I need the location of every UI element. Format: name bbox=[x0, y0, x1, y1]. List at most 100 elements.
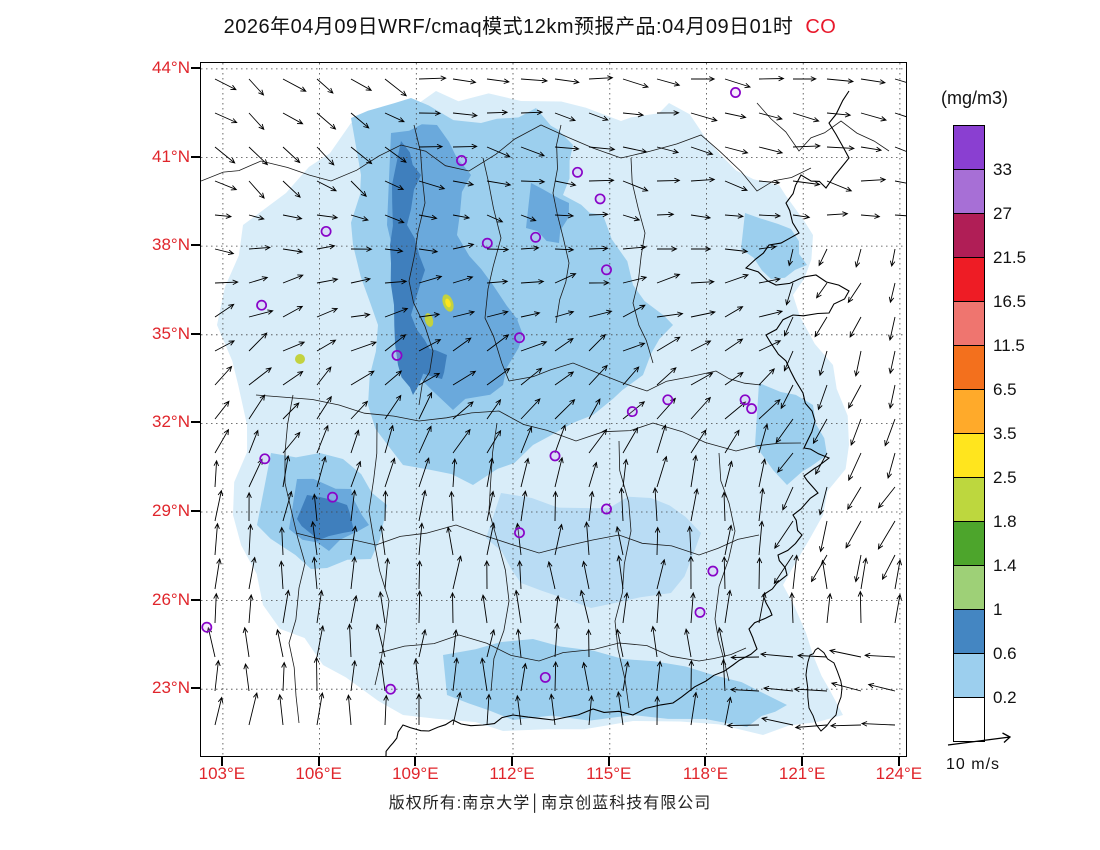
station-marker bbox=[201, 621, 213, 633]
colorbar-segment bbox=[953, 697, 985, 742]
title-text: 2026年04月09日WRF/cmaq模式12km预报产品:04月09日01时 bbox=[223, 16, 794, 38]
colorbar-segment bbox=[953, 169, 985, 214]
lon-axis-tick bbox=[897, 757, 900, 766]
co-field-layer bbox=[217, 91, 849, 735]
colorbar-units-label: (mg/m3) bbox=[941, 88, 1008, 108]
station-marker bbox=[530, 231, 542, 243]
colorbar-tick-label: 3.5 bbox=[993, 424, 1017, 443]
lat-axis-tick bbox=[191, 66, 200, 69]
lat-axis-tick bbox=[191, 421, 200, 424]
colorbar-segment bbox=[953, 301, 985, 346]
colorbar-tick-label: 27 bbox=[993, 204, 1012, 223]
colorbar-tick-label: 0.2 bbox=[993, 688, 1017, 707]
lon-axis-tick bbox=[801, 757, 804, 766]
lon-axis-tick bbox=[414, 757, 417, 766]
lat-axis-label: 29°N bbox=[152, 501, 190, 520]
station-marker bbox=[259, 453, 271, 465]
station-marker bbox=[662, 394, 674, 406]
lon-axis-tick bbox=[317, 757, 320, 766]
lat-axis-tick bbox=[191, 332, 200, 335]
station-marker bbox=[746, 403, 758, 415]
station-marker bbox=[327, 491, 338, 503]
station-marker bbox=[256, 299, 268, 311]
colorbar-tick-label: 16.5 bbox=[993, 292, 1027, 311]
colorbar-segment bbox=[953, 125, 985, 170]
colorbar-segment bbox=[953, 433, 985, 478]
station-marker bbox=[730, 87, 741, 98]
station-marker bbox=[539, 671, 551, 683]
station-marker bbox=[391, 349, 403, 361]
lon-axis-label: 109°E bbox=[392, 764, 439, 783]
station-marker bbox=[320, 225, 332, 237]
lon-axis-tick bbox=[511, 757, 514, 766]
colorbar-segment bbox=[953, 257, 985, 302]
wind-reference-arrow-icon bbox=[947, 732, 1012, 746]
lat-axis-tick bbox=[191, 155, 200, 158]
colorbar-tick-label: 1.8 bbox=[993, 512, 1017, 531]
colorbar-segment bbox=[953, 389, 985, 434]
lon-axis-tick bbox=[607, 757, 610, 766]
station-marker bbox=[385, 683, 396, 695]
colorbar-tick-label: 33 bbox=[993, 160, 1012, 179]
copyright-text: 版权所有:南京大学│南京创蓝科技有限公司 bbox=[388, 795, 712, 812]
colorbar-tick-label: 11.5 bbox=[993, 336, 1025, 355]
colorbar-tick-label: 21.5 bbox=[993, 248, 1027, 267]
lat-axis-tick bbox=[191, 687, 200, 690]
lat-axis-label: 26°N bbox=[152, 589, 190, 609]
lat-axis-tick bbox=[191, 244, 200, 247]
colorbar-segment bbox=[953, 653, 985, 698]
station-marker bbox=[481, 237, 493, 249]
wind-reference-label: 10 m/s bbox=[946, 756, 1001, 773]
lat-axis-label: 44°N bbox=[152, 57, 190, 77]
lat-axis-label: 23°N bbox=[152, 678, 190, 698]
station-marker bbox=[549, 450, 561, 462]
colorbar-tick-label: 6.5 bbox=[993, 380, 1017, 399]
station-marker bbox=[694, 606, 706, 618]
page-title: 2026年04月09日WRF/cmaq模式12km预报产品:04月09日01时 C… bbox=[0, 10, 1060, 39]
map-canvas bbox=[201, 63, 906, 756]
station-marker bbox=[739, 394, 751, 406]
station-marker bbox=[594, 193, 606, 205]
lon-axis-label: 124°E bbox=[875, 764, 923, 783]
station-marker bbox=[601, 264, 612, 276]
station-marker bbox=[456, 155, 467, 166]
station-marker bbox=[626, 406, 638, 418]
colorbar-tick-label: 1 bbox=[993, 600, 1003, 619]
station-marker bbox=[601, 503, 612, 515]
lon-axis-tick bbox=[704, 757, 707, 766]
colorbar-tick-label: 2.5 bbox=[993, 468, 1017, 487]
lat-axis-label: 35°N bbox=[152, 323, 190, 343]
colorbar-segment bbox=[953, 477, 985, 522]
wind-reference-legend: 10 m/s bbox=[944, 732, 1039, 774]
lat-axis-label: 41°N bbox=[152, 146, 190, 166]
colorbar-segment bbox=[953, 609, 985, 654]
station-marker bbox=[514, 527, 525, 539]
colorbar: 33 27 21.5 16.5 11.5 6.5 3.5 2.5 1.8 1.4 1 0.6 0.2 bbox=[953, 125, 1026, 742]
lon-axis-label: 121°E bbox=[778, 764, 826, 783]
lat-axis-label: 38°N bbox=[152, 235, 190, 255]
colorbar-segment bbox=[953, 213, 985, 258]
lon-axis-label: 112°E bbox=[489, 764, 535, 783]
lon-axis-label: 106°E bbox=[295, 764, 342, 783]
wind-vectors-layer bbox=[206, 75, 906, 730]
colorbar-segment bbox=[953, 565, 985, 610]
lat-axis-tick bbox=[191, 510, 200, 512]
colorbar-tick-label: 1.4 bbox=[993, 556, 1017, 575]
colorbar-tick-label: 0.6 bbox=[993, 644, 1017, 663]
lat-axis-tick bbox=[191, 598, 200, 601]
lon-axis-tick bbox=[220, 757, 223, 766]
colorbar-segment bbox=[953, 521, 985, 566]
title-species-label: CO bbox=[805, 16, 837, 38]
station-marker bbox=[514, 332, 525, 344]
lon-axis-label: 118°E bbox=[682, 764, 729, 783]
station-marker bbox=[572, 166, 583, 178]
lon-axis-label: 115°E bbox=[586, 764, 632, 783]
lat-axis-label: 32°N bbox=[152, 412, 190, 432]
station-marker bbox=[707, 565, 719, 577]
forecast-map bbox=[200, 62, 907, 757]
colorbar-segment bbox=[953, 345, 985, 390]
boundaries-layer bbox=[201, 90, 890, 756]
lon-axis-label: 103°E bbox=[198, 764, 246, 783]
stations-layer bbox=[201, 87, 758, 695]
